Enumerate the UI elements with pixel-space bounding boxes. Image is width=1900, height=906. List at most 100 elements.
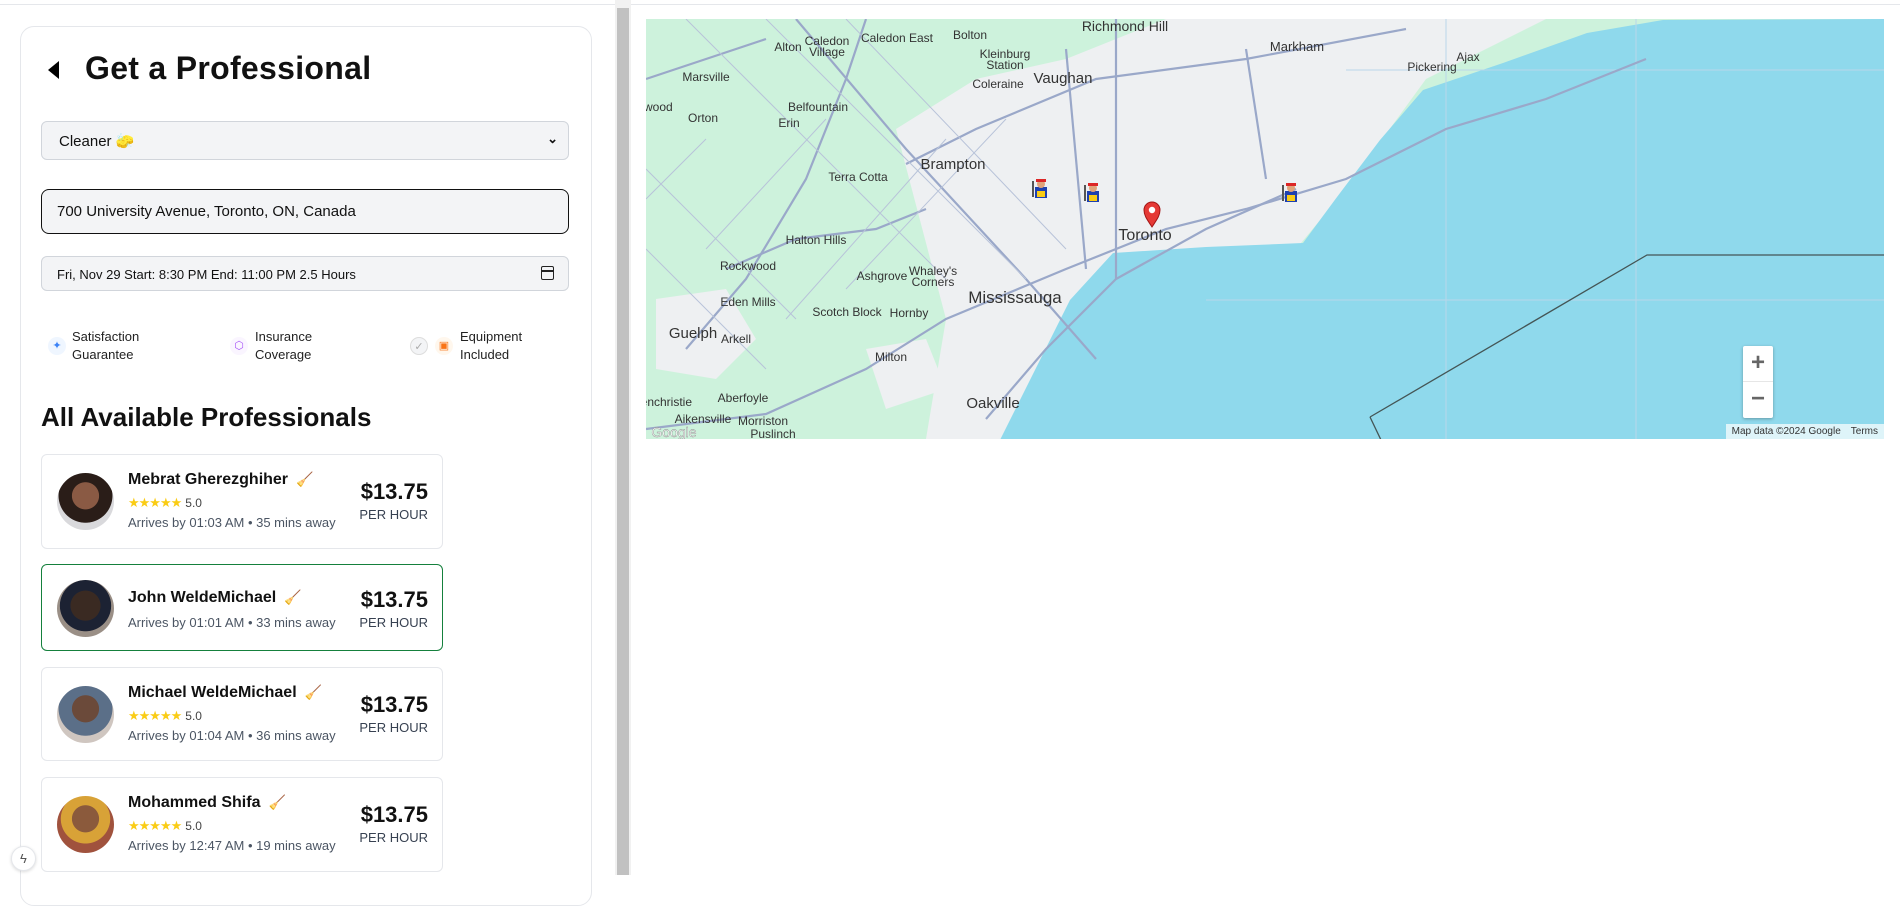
label-belfountain: Belfountain	[788, 100, 848, 114]
feature-equipment: Equipment Included	[460, 328, 522, 364]
label-toronto: Toronto	[1118, 227, 1171, 244]
lightning-icon[interactable]: ϟ	[11, 846, 36, 871]
professional-name: John WeldeMichael 🧹	[128, 589, 302, 606]
label-caledon-east: Caledon East	[861, 31, 934, 45]
label-richmond-hill: Richmond Hill	[1082, 19, 1168, 34]
label-erin: Erin	[778, 116, 799, 130]
label-terra-cotta: Terra Cotta	[828, 170, 888, 184]
label-scotch-block: Scotch Block	[812, 305, 882, 319]
label-aberfoyle: Aberfoyle	[718, 391, 769, 405]
arrival-info: Arrives by 01:03 AM • 35 mins away	[128, 515, 336, 530]
map-urban-area	[656, 289, 756, 379]
professional-card[interactable]: Mebrat Gherezghiher 🧹 ★★★★★ 5.0 Arrives by…	[41, 454, 443, 549]
label-bolton: Bolton	[953, 28, 987, 42]
label-markham: Markham	[1270, 39, 1324, 54]
map-canvas[interactable]: Richmond Hill Markham Bolton Caledon Eas…	[646, 19, 1884, 439]
professional-name: Mebrat Gherezghiher 🧹	[128, 471, 314, 488]
label-milton: Milton	[875, 350, 907, 364]
avatar	[57, 473, 114, 530]
terms-link[interactable]: Terms	[1850, 426, 1878, 437]
label-eden-mills: Eden Mills	[720, 295, 775, 309]
arrival-info: Arrives by 01:04 AM • 36 mins away	[128, 728, 336, 743]
label-aikensville: Aikensville	[675, 412, 732, 426]
arrival-info: Arrives by 01:01 AM • 33 mins away	[128, 615, 336, 630]
rating-stars: ★★★★★ 5.0	[128, 495, 202, 510]
back-arrow-icon[interactable]	[48, 61, 59, 79]
map-grid-lines	[1206, 19, 1884, 439]
price-unit: PER HOUR	[359, 720, 428, 735]
map-roads	[646, 19, 1647, 431]
price-unit: PER HOUR	[359, 615, 428, 630]
rating-stars: ★★★★★ 5.0	[128, 818, 202, 833]
label-ashgrove: Ashgrove	[857, 269, 908, 283]
top-divider	[0, 4, 1900, 5]
label-alton: Alton	[774, 40, 801, 54]
zoom-in-button[interactable]: +	[1743, 346, 1773, 382]
service-select-value: Cleaner 🧽	[59, 133, 135, 150]
map[interactable]: Richmond Hill Markham Bolton Caledon Eas…	[646, 19, 1884, 439]
address-input[interactable]: 700 University Avenue, Toronto, ON, Cana…	[41, 189, 569, 234]
label-ajax: Ajax	[1456, 50, 1479, 64]
worker-marker-icon[interactable]	[1084, 183, 1099, 202]
price-unit: PER HOUR	[359, 830, 428, 845]
lake-ontario	[1000, 19, 1884, 439]
arrival-info: Arrives by 12:47 AM • 19 mins away	[128, 838, 336, 853]
calendar-icon[interactable]	[541, 266, 554, 280]
chevron-down-icon: ⌄	[547, 131, 558, 146]
sparkle-icon: ✦	[48, 337, 66, 355]
datetime-picker[interactable]: Fri, Nov 29 Start: 8:30 PM End: 11:00 PM…	[41, 256, 569, 291]
worker-marker-icon[interactable]	[1032, 179, 1047, 198]
label-guelph: Guelph	[669, 325, 717, 342]
price: $13.75	[360, 587, 428, 612]
label-rockwood: Rockwood	[720, 259, 776, 273]
zoom-out-button[interactable]: −	[1750, 385, 1765, 412]
label-arkell: Arkell	[721, 332, 751, 346]
professional-card[interactable]: Mohammed Shifa 🧹 ★★★★★ 5.0 Arrives by 12:4…	[41, 777, 443, 872]
label-pickering: Pickering	[1407, 60, 1456, 74]
price: $13.75	[360, 479, 428, 504]
package-icon: ▣	[435, 337, 453, 355]
check-icon: ✓	[410, 337, 428, 355]
label-coleraine: Coleraine	[972, 77, 1024, 91]
scrollbar-thumb[interactable]	[617, 8, 629, 875]
google-logo: Google	[651, 424, 696, 439]
professional-card-selected[interactable]: John WeldeMichael 🧹 Arrives by 01:01 AM •…	[41, 564, 443, 651]
cleaner-worker-icon: 🧹	[268, 794, 286, 811]
rating-stars: ★★★★★ 5.0	[128, 708, 202, 723]
feature-line: Equipment	[460, 329, 523, 344]
map-labels: Richmond Hill Markham Bolton Caledon Eas…	[646, 19, 1480, 439]
label-morriston: Morriston	[738, 414, 788, 428]
label-mississauga: Mississauga	[968, 288, 1062, 307]
map-minor-roads	[646, 19, 1067, 370]
feature-satisfaction: Satisfaction Guarantee	[72, 328, 139, 364]
professional-card[interactable]: Michael WeldeMichael 🧹 ★★★★★ 5.0 Arrives b…	[41, 667, 443, 761]
price: $13.75	[360, 692, 428, 717]
cleaner-worker-icon: 🧹	[296, 471, 314, 488]
label-village: Village	[809, 45, 845, 59]
label-halton-hills: Halton Hills	[786, 233, 847, 247]
map-attribution: Map data ©2024 Google Terms	[1725, 424, 1884, 439]
service-select[interactable]: Cleaner 🧽 ⌄	[41, 121, 569, 160]
rating-value: 5.0	[185, 709, 202, 723]
label-caledon: Caledon	[805, 34, 850, 48]
worker-marker-icon[interactable]	[1282, 183, 1297, 202]
label-kleinburg: Kleinburg	[980, 47, 1031, 61]
feature-line: Satisfaction	[72, 329, 140, 344]
label-orton: Orton	[688, 111, 718, 125]
avatar	[57, 686, 114, 743]
cleaner-worker-icon: 🧹	[284, 589, 302, 606]
location-pin-icon[interactable]	[1143, 201, 1161, 228]
price-unit: PER HOUR	[359, 507, 428, 522]
professionals-heading: All Available Professionals	[41, 402, 372, 432]
feature-line: Insurance	[255, 329, 313, 344]
label-oakville: Oakville	[966, 395, 1019, 412]
cleaner-worker-icon: 🧹	[304, 684, 323, 701]
feature-line: Included	[460, 347, 510, 362]
datetime-value: Fri, Nov 29 Start: 8:30 PM End: 11:00 PM…	[57, 267, 356, 282]
price: $13.75	[360, 802, 428, 827]
feature-line: Coverage	[255, 347, 312, 362]
zoom-controls: + −	[1743, 346, 1773, 418]
label-elwood: lwood	[646, 100, 673, 114]
label-whaleys: Whaley's	[909, 264, 957, 278]
label-marsville: Marsville	[682, 70, 730, 84]
